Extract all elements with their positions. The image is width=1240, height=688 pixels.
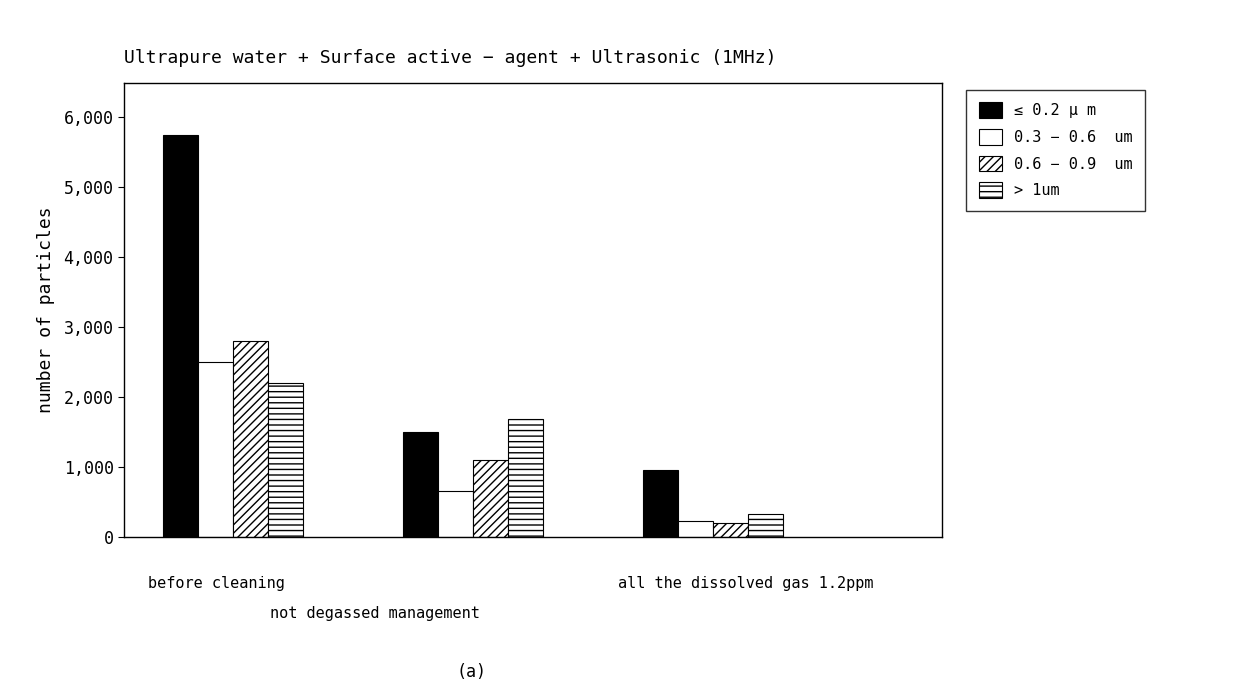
Text: before cleaning: before cleaning	[149, 576, 285, 590]
Bar	[403, 432, 438, 537]
Legend: ≤ 0.2 μ m, 0.3 − 0.6  um, 0.6 − 0.9  um, > 1um: ≤ 0.2 μ m, 0.3 − 0.6 um, 0.6 − 0.9 um, >…	[966, 90, 1145, 211]
Bar	[474, 460, 508, 537]
Text: not degassed management: not degassed management	[270, 606, 480, 621]
Y-axis label: number of particles: number of particles	[37, 206, 56, 413]
Bar	[164, 135, 198, 537]
Bar	[713, 523, 748, 537]
Bar	[508, 419, 543, 537]
Bar	[678, 521, 713, 537]
Bar	[748, 513, 784, 537]
Text: (a): (a)	[456, 663, 486, 681]
Text: Ultrapure water + Surface active − agent + Ultrasonic (1MHz): Ultrapure water + Surface active − agent…	[124, 49, 776, 67]
Bar	[198, 362, 233, 537]
Bar	[438, 491, 474, 537]
Text: all the dissolved gas 1.2ppm: all the dissolved gas 1.2ppm	[619, 576, 874, 590]
Bar	[268, 383, 303, 537]
Bar	[233, 341, 268, 537]
Bar	[644, 471, 678, 537]
